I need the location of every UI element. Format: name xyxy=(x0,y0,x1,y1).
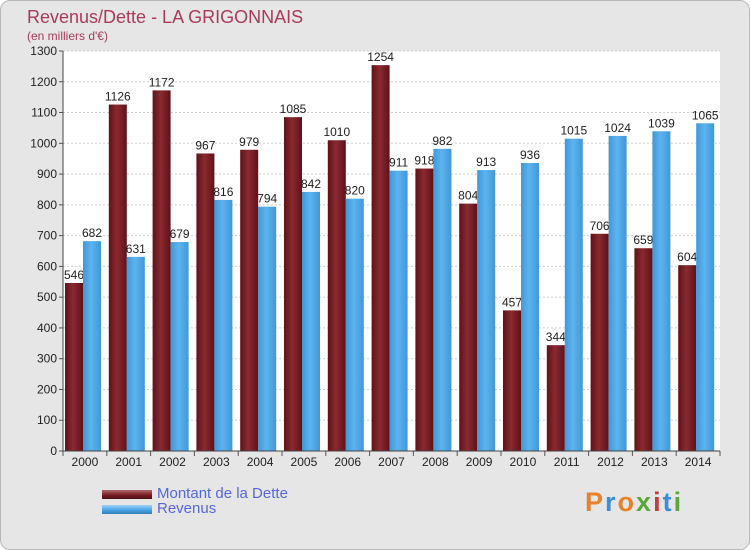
y-tick-label: 800 xyxy=(37,198,57,212)
data-label-revenus: 1065 xyxy=(692,108,719,122)
bar-dette xyxy=(152,90,171,451)
y-tick-label: 1000 xyxy=(30,136,57,150)
x-tick-label: 2005 xyxy=(291,455,318,469)
bar-revenus xyxy=(170,242,189,451)
data-label-revenus: 1039 xyxy=(648,116,675,130)
data-label-dette: 967 xyxy=(195,138,215,152)
bar-dette xyxy=(678,265,697,451)
proxiti-logo: Proxiti xyxy=(585,487,684,517)
y-tick-label: 1200 xyxy=(30,75,57,89)
data-label-revenus: 936 xyxy=(520,148,540,162)
x-tick-label: 2003 xyxy=(203,455,230,469)
x-tick-label: 2009 xyxy=(466,455,493,469)
data-label-dette: 706 xyxy=(590,219,610,233)
data-label-dette: 1172 xyxy=(149,75,175,89)
data-label-revenus: 794 xyxy=(257,192,277,206)
bar-revenus xyxy=(696,123,715,452)
bar-dette xyxy=(459,203,478,451)
data-label-dette: 918 xyxy=(414,154,434,168)
x-tick-label: 2000 xyxy=(72,455,99,469)
bar-revenus xyxy=(564,138,583,451)
bar-revenus xyxy=(608,135,627,451)
data-label-revenus: 913 xyxy=(476,155,496,169)
data-label-dette: 979 xyxy=(239,135,259,149)
data-label-dette: 804 xyxy=(458,189,478,203)
data-label-revenus: 911 xyxy=(389,156,408,170)
data-label-revenus: 679 xyxy=(170,227,190,241)
x-tick-label: 2001 xyxy=(115,455,142,469)
data-label-revenus: 820 xyxy=(345,184,365,198)
y-tick-label: 100 xyxy=(37,413,57,427)
bar-dette xyxy=(196,153,215,451)
y-tick-label: 600 xyxy=(37,259,57,273)
bar-revenus xyxy=(258,206,277,451)
bar-dette xyxy=(108,104,127,452)
y-tick-label: 200 xyxy=(37,382,57,396)
y-tick-label: 400 xyxy=(37,321,57,335)
data-label-dette: 1126 xyxy=(105,90,131,104)
legend-label-dette: Montant de la Dette xyxy=(157,485,288,502)
bar-revenus xyxy=(83,241,101,451)
data-label-dette: 344 xyxy=(546,330,566,344)
data-label-dette: 546 xyxy=(64,268,84,282)
y-tick-label: 700 xyxy=(37,229,57,243)
data-label-revenus: 816 xyxy=(213,185,233,199)
x-tick-label: 2008 xyxy=(422,455,449,469)
bar-dette xyxy=(327,140,346,451)
y-tick-label: 300 xyxy=(37,352,57,366)
y-tick-label: 500 xyxy=(37,290,57,304)
x-tick-label: 2014 xyxy=(685,455,712,469)
x-tick-label: 2012 xyxy=(597,455,624,469)
x-tick-label: 2006 xyxy=(334,455,361,469)
bar-revenus xyxy=(652,131,671,452)
x-tick-label: 2011 xyxy=(554,455,580,469)
bar-dette xyxy=(240,149,259,451)
x-tick-label: 2007 xyxy=(378,455,405,469)
data-label-dette: 1010 xyxy=(323,125,350,139)
bar-dette xyxy=(415,168,434,452)
bar-revenus xyxy=(389,170,408,451)
x-tick-label: 2010 xyxy=(510,455,537,469)
data-label-revenus: 631 xyxy=(126,242,146,256)
data-label-revenus: 1024 xyxy=(604,121,631,135)
legend-swatch-revenus xyxy=(102,505,152,514)
bar-revenus xyxy=(302,191,320,451)
data-label-revenus: 682 xyxy=(82,226,102,240)
y-tick-label: 1300 xyxy=(30,44,57,58)
y-tick-label: 900 xyxy=(37,167,57,181)
bar-revenus xyxy=(433,148,452,451)
chart-title: Revenus/Dette - LA GRIGONNAIS xyxy=(27,7,304,27)
y-tick-label: 1100 xyxy=(31,106,57,120)
x-tick-label: 2004 xyxy=(247,455,274,469)
legend-label-revenus: Revenus xyxy=(157,500,217,517)
bar-revenus xyxy=(126,256,145,451)
chart-subtitle: (en milliers d'€) xyxy=(27,29,108,43)
bar-dette xyxy=(546,345,565,451)
data-label-dette: 604 xyxy=(677,250,697,264)
x-tick-label: 2013 xyxy=(641,455,668,469)
legend-swatch-dette xyxy=(102,490,152,499)
bar-dette xyxy=(284,117,302,452)
bar-dette xyxy=(371,65,390,452)
bar-revenus xyxy=(345,198,364,451)
bar-revenus xyxy=(521,163,539,451)
bar-dette xyxy=(590,233,609,451)
data-label-revenus: 982 xyxy=(432,134,452,148)
data-label-dette: 457 xyxy=(502,295,522,309)
data-label-dette: 1254 xyxy=(367,50,394,64)
data-label-revenus: 842 xyxy=(301,177,321,191)
bar-revenus xyxy=(477,170,496,452)
bar-dette xyxy=(503,310,521,451)
x-tick-label: 2002 xyxy=(159,455,186,469)
bar-revenus xyxy=(214,199,233,451)
data-label-revenus: 1015 xyxy=(560,124,587,138)
y-tick-label: 0 xyxy=(50,444,57,458)
bar-dette xyxy=(65,283,83,451)
data-label-dette: 659 xyxy=(633,233,653,247)
bar-dette xyxy=(634,248,653,451)
data-label-dette: 1085 xyxy=(280,102,307,116)
